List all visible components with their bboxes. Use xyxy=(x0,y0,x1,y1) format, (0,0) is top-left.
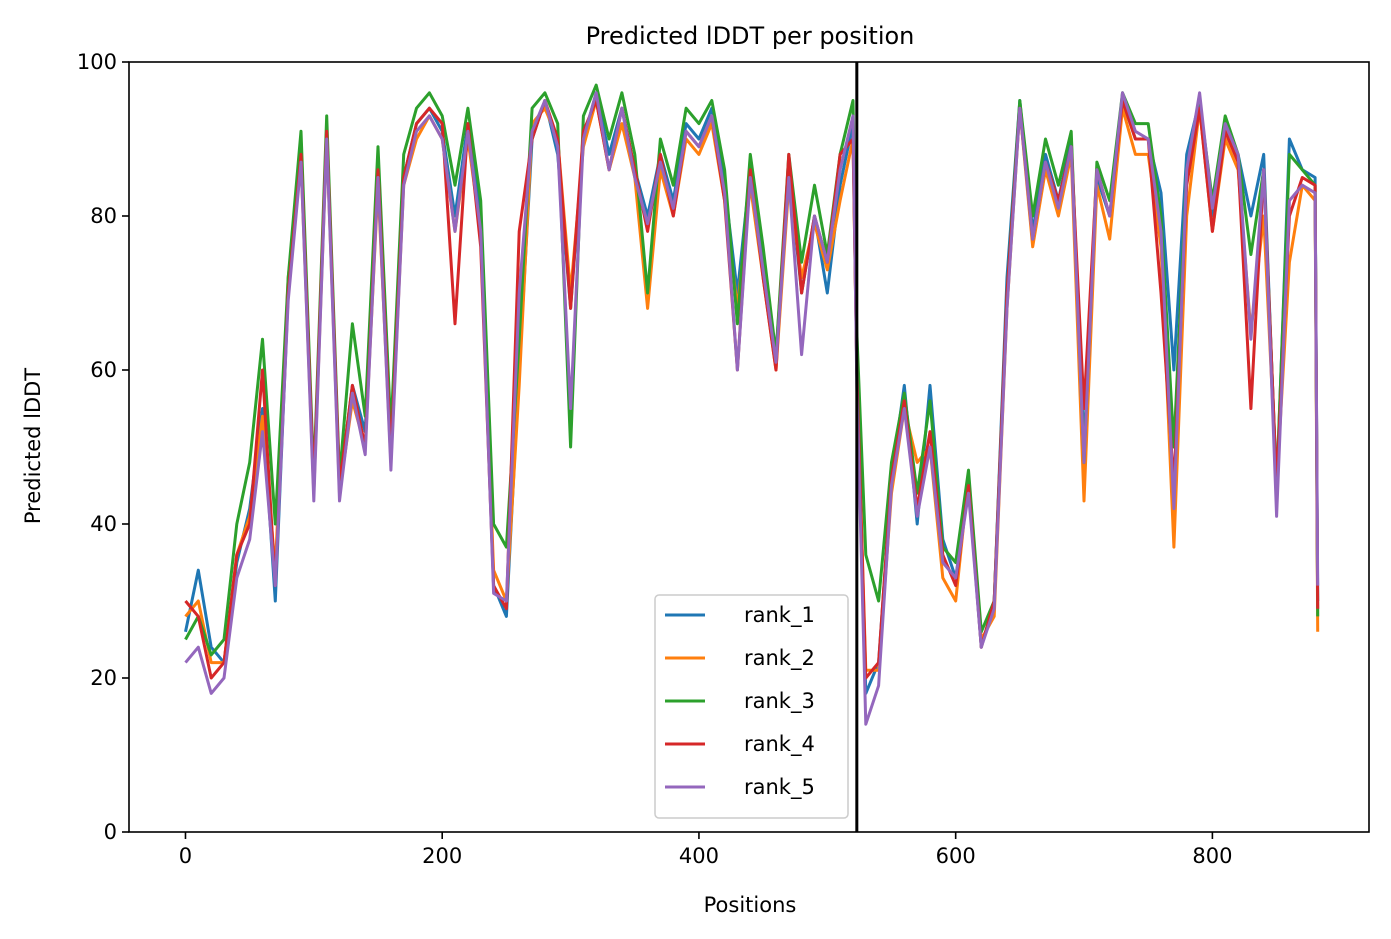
legend-label-2: rank_2 xyxy=(744,646,815,671)
x-tick-label: 800 xyxy=(1192,844,1232,868)
chart-title: Predicted lDDT per position xyxy=(586,22,915,50)
x-tick-label: 200 xyxy=(422,844,462,868)
x-tick-label: 400 xyxy=(679,844,719,868)
plddt-chart: Predicted lDDT per position 0 200 400 600 80… xyxy=(0,0,1391,939)
legend-label-1: rank_1 xyxy=(744,603,815,628)
y-tick-label: 0 xyxy=(104,820,117,844)
legend-label-4: rank_4 xyxy=(744,732,815,757)
x-axis-label: Positions xyxy=(704,893,797,917)
y-tick-label: 60 xyxy=(90,358,117,382)
legend-label-5: rank_5 xyxy=(744,775,815,800)
y-axis-label: Predicted lDDT xyxy=(21,368,45,524)
legend-label-3: rank_3 xyxy=(744,689,815,714)
y-tick-label: 20 xyxy=(90,666,117,690)
y-tick-label: 80 xyxy=(90,204,117,228)
y-tick-label: 100 xyxy=(77,50,117,74)
x-tick-label: 0 xyxy=(179,844,192,868)
y-tick-label: 40 xyxy=(90,512,117,536)
x-tick-label: 600 xyxy=(936,844,976,868)
legend: rank_1 rank_2 rank_3 rank_4 rank_5 xyxy=(655,595,848,818)
